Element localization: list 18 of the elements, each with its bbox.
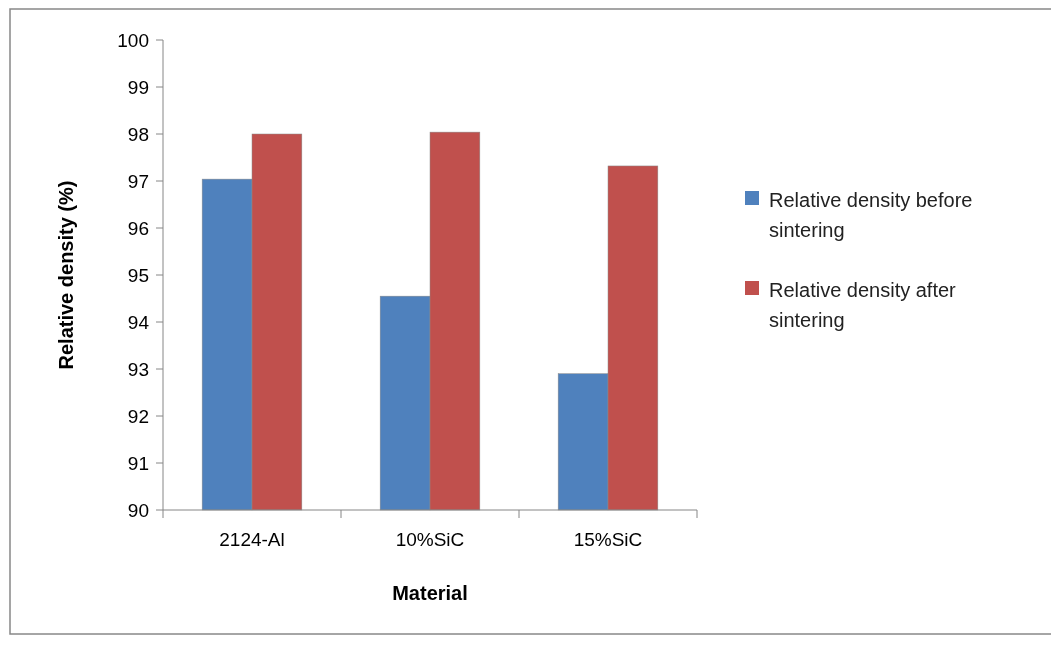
x-tick-label: 2124-Al [219,529,285,550]
y-tick-label: 98 [127,123,149,145]
legend-label: Relative density before sintering [769,189,973,241]
y-tick-label: 90 [127,499,149,521]
y-tick-label: 99 [127,76,149,98]
y-tick-label: 92 [127,405,149,427]
y-tick-label: 93 [127,358,149,380]
x-tick-label: 15%SiC [573,529,643,550]
y-axis-title: Relative density (%) [55,180,77,370]
y-tick-label: 94 [127,311,150,333]
y-tick-label: 100 [117,29,149,51]
x-axis-title: Material [392,582,468,604]
y-tick-label: 96 [127,217,149,239]
y-tick-label: 91 [127,452,149,474]
y-tick-label: 95 [127,264,149,286]
x-tick-label: 10%SiC [395,529,465,550]
legend-label: Relative density after sintering [769,279,957,331]
y-tick-label: 97 [127,170,149,192]
